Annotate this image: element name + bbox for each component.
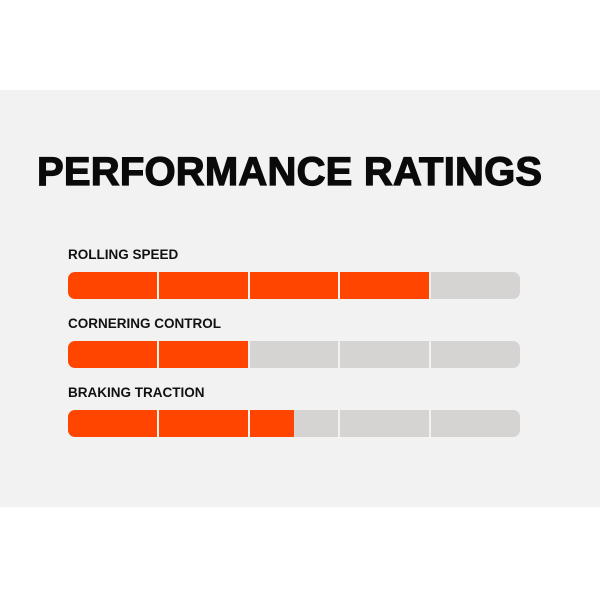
rating-row-cornering-control: CORNERING CONTROL bbox=[68, 316, 520, 368]
page-title: PERFORMANCE RATINGS bbox=[36, 149, 543, 194]
segment-divider bbox=[247, 272, 250, 299]
rating-bar bbox=[68, 410, 520, 437]
segment-divider bbox=[157, 410, 160, 437]
segment-divider bbox=[428, 272, 431, 299]
segment-divider bbox=[157, 272, 160, 299]
rating-label: CORNERING CONTROL bbox=[68, 316, 221, 331]
rating-row-braking-traction: BRAKING TRACTION bbox=[68, 385, 520, 437]
rating-bar bbox=[68, 272, 520, 299]
rating-bar bbox=[68, 341, 520, 368]
rating-label: ROLLING SPEED bbox=[68, 247, 179, 262]
segment-divider bbox=[338, 272, 341, 299]
segment-divider bbox=[247, 341, 250, 368]
segment-divider bbox=[338, 341, 341, 368]
segment-divider bbox=[247, 410, 250, 437]
segment-divider bbox=[157, 341, 160, 368]
segment-divider bbox=[428, 410, 431, 437]
rating-row-rolling-speed: ROLLING SPEED bbox=[68, 247, 520, 299]
segment-divider bbox=[338, 410, 341, 437]
rating-label: BRAKING TRACTION bbox=[68, 385, 205, 400]
rating-fill bbox=[68, 410, 294, 437]
segment-divider bbox=[428, 341, 431, 368]
